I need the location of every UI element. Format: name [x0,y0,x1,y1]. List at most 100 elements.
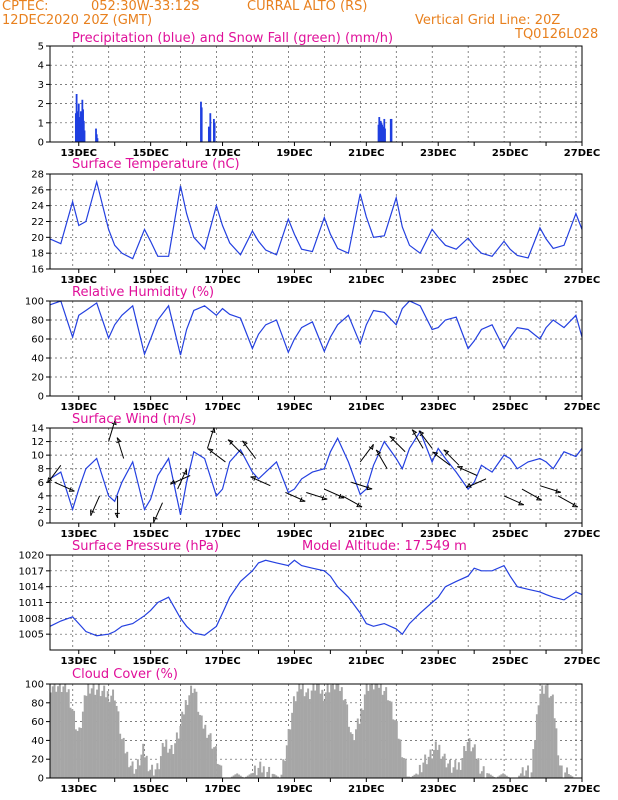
wind-y-tick-label: 12 [31,437,44,448]
wind-x-axis: 13DEC 15DEC 17DEC 19DEC 21DEC 23DEC 25DEC 27DEC [61,523,600,540]
cloud-bar [58,684,61,778]
cloud-bar [266,771,269,778]
header-source: CPTEC: [2,0,49,14]
cloud-bar [553,718,556,778]
cloud-bar [268,766,271,778]
cloud-bar [177,738,180,778]
header-coords: 052:30W-33:12S [91,0,200,14]
wind-arrow [206,427,215,449]
cloud-bar [85,695,88,778]
cloud-bar [289,729,292,778]
cloud-bar [502,773,505,778]
wind-arrow-head [250,476,257,481]
cloud-bar [475,759,478,778]
cloud-bar [241,776,244,778]
cloud-bar [167,752,170,778]
wind-x-tick-label: 23DEC [420,529,456,540]
wind-arrow-head [116,437,122,444]
wind-arrow [341,495,363,508]
cloud-bar [273,774,276,778]
cloud-bar [372,689,375,778]
wind-arrow [359,444,374,463]
cloud-bar [436,749,439,778]
cloud-bar [197,711,200,778]
cloud-bar [207,734,210,778]
cloud-bar [89,693,91,778]
cloud-bar [239,775,242,778]
precip-bar [83,130,86,142]
cloud-bar [284,760,287,778]
cloud-bar [117,711,120,778]
cloud-bar [119,733,122,778]
cloud-bar [555,728,558,778]
cloud-bar [165,739,168,778]
wind-arrow [443,449,460,466]
cloud-bar [129,765,132,778]
cloud-bar [133,773,136,778]
cloud-bar [347,726,350,778]
wind-y-tick-label: 2 [38,505,44,516]
cloud-bar [245,776,248,778]
wind-arrow [324,488,345,499]
cloud-bar [175,732,178,778]
cloud-bar [390,701,393,778]
header-datetime: 12DEC2020 20Z (GMT) [2,13,153,28]
precip-grid [50,46,582,142]
cloud-bar [298,684,301,778]
cloud-bar [567,774,570,778]
cloud-bar [253,765,256,778]
wind-y-tick-label: 14 [31,424,44,435]
cloud-bar [74,729,77,778]
cloud-bar [198,714,201,778]
cloud-bar [491,775,494,778]
cloud-x-tick-label: 25DEC [492,784,528,795]
cloud-bar [156,763,159,778]
cloud-bar [53,684,56,778]
cloud-bar [120,739,123,778]
wind-arrow [411,429,424,449]
pres-y-tick-label: 1017 [19,566,44,577]
cloud-bar [379,684,382,778]
wind-arrow-head [443,449,450,455]
cloud-bar [541,685,544,778]
wind-arrow [207,448,226,463]
cloud-bar [124,753,127,778]
cloud-bar [404,758,407,778]
cloud-bar [81,711,84,778]
cloud-bar [328,692,331,778]
cloud-bar [337,684,340,778]
cloud-bar [158,769,161,778]
cloud-bar [468,738,471,778]
cloud-bar [67,689,70,778]
cloud-bar [122,737,125,778]
cloud-bars [50,684,576,778]
cloud-title: Cloud Cover (%) [72,667,178,682]
cloud-bar [135,769,138,778]
temp-x-tick-label: 19DEC [276,275,312,286]
cloud-bar [459,769,462,778]
precip-y-tick-label: 3 [38,80,44,91]
cloud-bar [394,720,396,778]
cloud-bar [317,684,320,778]
wind-arrow-head [368,444,374,451]
cloud-bar [80,727,83,778]
cloud-bar [457,762,460,778]
rh-x-tick-label: 17DEC [204,402,240,413]
cloud-bar [330,684,333,778]
wind-arrow-head [210,427,216,434]
cloud-bar [566,767,569,778]
wind-arrow [250,476,271,487]
cloud-bar [97,684,100,778]
precip-bar [207,126,210,142]
temp-y-tick-label: 24 [31,201,44,212]
cloud-bar [401,757,404,778]
wind-x-tick-label: 15DEC [132,529,168,540]
precip-panel: 0 1 2 3 4 5 13DEC 15DEC 17DEC 19DEC 21DEC 23DEC 25DE… [38,31,601,159]
cloud-bar [50,692,52,778]
wind-arrow [306,491,328,500]
precip-x-tick-label: 21DEC [348,148,384,159]
cloud-bar [248,774,251,778]
rh-line [49,300,583,357]
cloud-y-tick-label: 40 [31,736,44,747]
cloud-y-tick-label: 80 [31,698,44,709]
